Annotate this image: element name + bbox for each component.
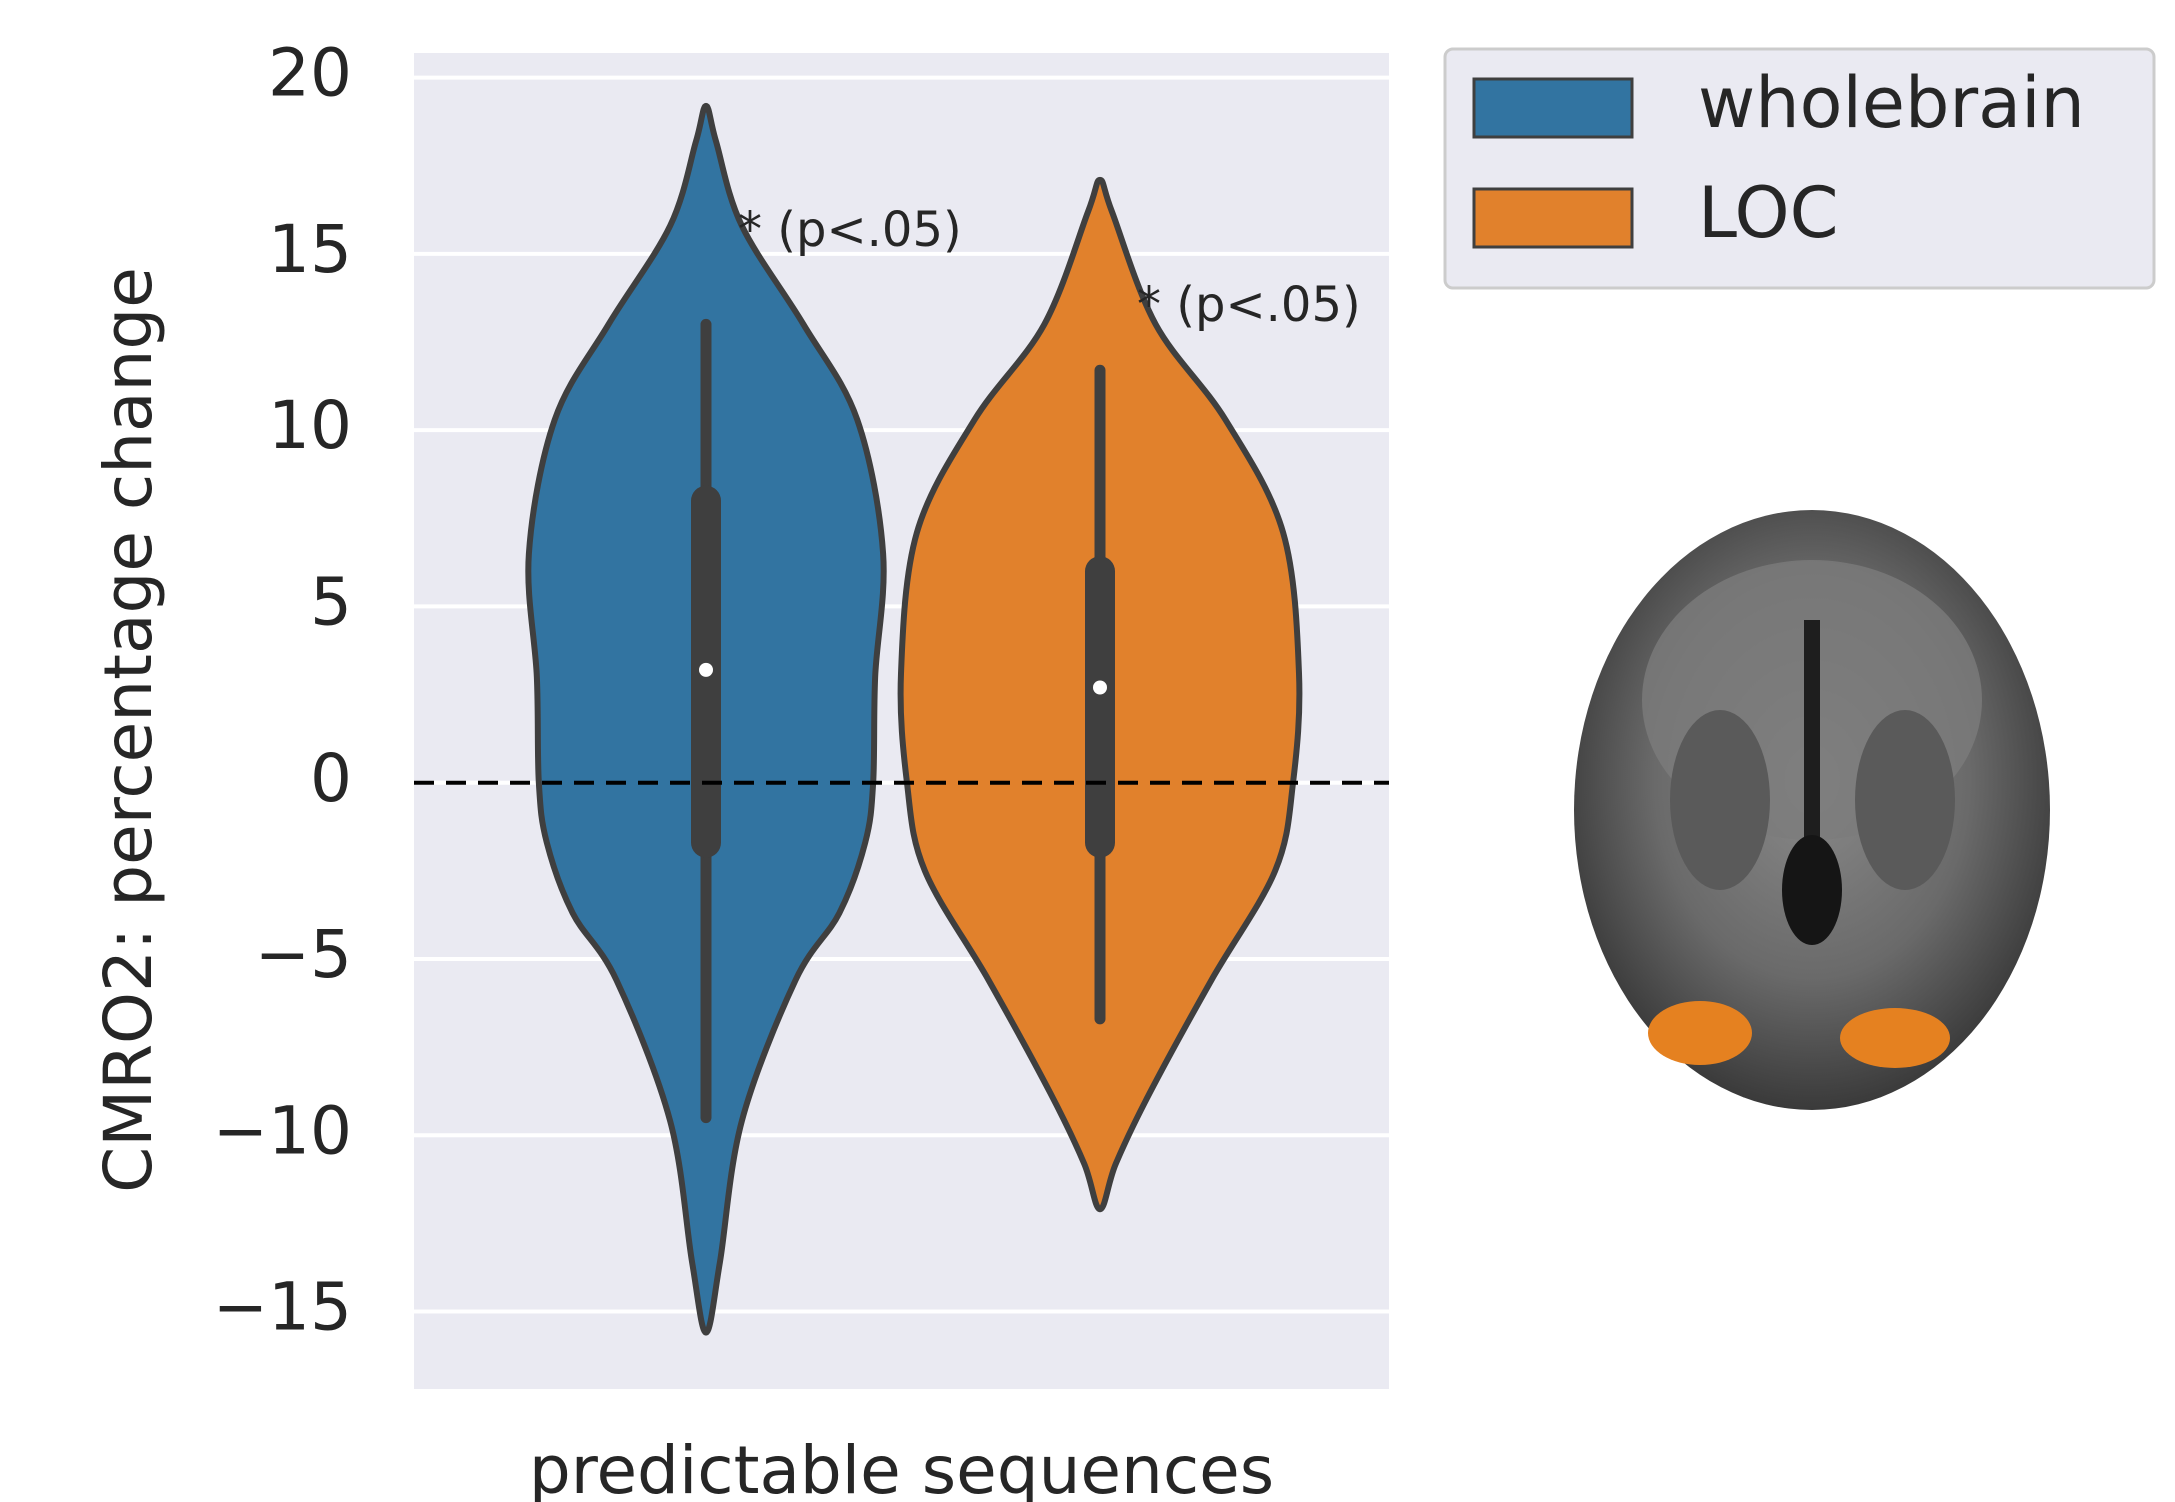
y-axis-label: CMRO2: percentage change bbox=[90, 267, 167, 1193]
median bbox=[699, 663, 713, 677]
y-tick-label: 5 bbox=[310, 563, 352, 640]
y-tick-label: 20 bbox=[268, 35, 352, 112]
chart: CMRO2: percentage change −15 −10 −5 0 5 10 15 2… bbox=[0, 0, 2175, 1502]
y-tick-label: 0 bbox=[310, 740, 352, 817]
annotation: * (p<.05) bbox=[738, 202, 962, 258]
y-tick-label: −15 bbox=[213, 1269, 352, 1346]
legend-label: LOC bbox=[1698, 172, 1838, 254]
y-tick-label: 10 bbox=[268, 387, 352, 464]
y-tick-label: −5 bbox=[255, 916, 352, 993]
y-tick-label: −10 bbox=[213, 1092, 352, 1169]
y-tick-label: 15 bbox=[268, 211, 352, 288]
x-tick-label: predictable sequences bbox=[529, 1432, 1274, 1502]
annotation: * (p<.05) bbox=[1137, 277, 1361, 333]
legend-swatch bbox=[1474, 79, 1632, 137]
legend-swatch bbox=[1474, 189, 1632, 247]
median bbox=[1093, 681, 1107, 695]
legend-label: wholebrain bbox=[1698, 62, 2085, 144]
brain-image bbox=[1574, 510, 2050, 1110]
